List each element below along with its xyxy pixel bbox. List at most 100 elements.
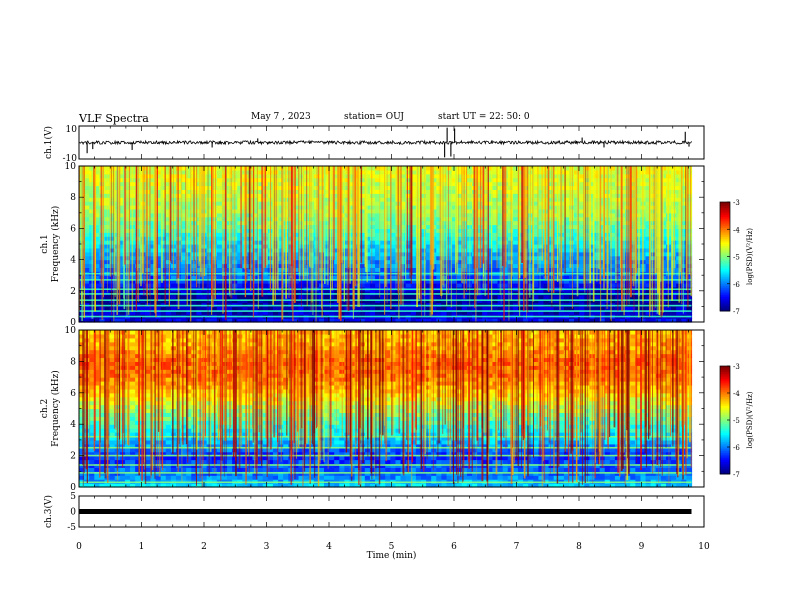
spectrogram-cell (109, 224, 116, 229)
spectrogram-cell (313, 232, 320, 237)
spectrogram-cell (303, 306, 310, 311)
spectrogram-cell (237, 255, 243, 261)
spectrogram-cell (170, 283, 177, 288)
spectrogram-cell (385, 236, 391, 241)
spectrogram-cell (324, 259, 330, 265)
spectrogram-cell (385, 283, 391, 288)
spectrogram-cell (221, 224, 228, 229)
spectrogram-cell (104, 228, 111, 233)
spectrogram-cell (221, 208, 228, 214)
spectrogram-cell (84, 212, 90, 218)
spectrogram-cell (451, 201, 458, 206)
spectrogram-cell (426, 236, 432, 241)
spectrogram-cell (257, 166, 264, 171)
spectrogram-cell (99, 201, 106, 206)
spectrogram-cell (257, 201, 264, 206)
spectrogram-cell (257, 255, 264, 261)
spectrogram-cell (145, 177, 152, 183)
spectrogram-cell (293, 283, 300, 288)
spectrogram-cell (364, 310, 371, 315)
spectrogram-cell (135, 275, 141, 280)
spectrogram-cell (369, 255, 376, 261)
spectrogram-cell (507, 193, 514, 198)
spectrogram-cell (390, 283, 397, 288)
spectrogram-cell (344, 283, 351, 288)
spectrogram-cell (135, 263, 141, 268)
spectrogram-cell (150, 318, 157, 323)
spectrogram-cell (206, 205, 213, 210)
spectrogram-cell (410, 263, 417, 268)
spectrogram-cell (482, 279, 488, 284)
spectrogram-cell (109, 201, 116, 206)
spectrogram-cell (313, 193, 320, 198)
spectrogram-cell (109, 212, 116, 218)
spectrogram-cell (165, 216, 172, 222)
spectrogram-cell (349, 247, 356, 253)
spectrogram-cell (206, 181, 213, 187)
spectrogram-cell (221, 173, 228, 179)
spectrogram-cell (181, 302, 187, 307)
spectrogram-cell (385, 294, 391, 300)
spectrogram-stripe (587, 166, 589, 308)
spectrogram-cell (84, 302, 90, 307)
spectrogram-cell (308, 283, 315, 288)
spectrogram-cell (119, 306, 126, 311)
spectrogram-cell (349, 201, 356, 206)
spectrogram-cell (390, 181, 397, 187)
spectrogram-cell (293, 236, 300, 241)
spectrogram-cell (232, 255, 238, 261)
spectrogram-cell (410, 197, 417, 202)
spectrogram-cell (456, 294, 463, 300)
spectrogram-cell (227, 228, 233, 233)
spectrogram-cell (124, 185, 131, 190)
spectrogram-cell (124, 279, 131, 284)
spectrogram-cell (181, 169, 187, 175)
spectrogram-cell (492, 318, 499, 323)
spectrogram-cell (482, 236, 488, 241)
spectrogram-cell (446, 185, 453, 190)
spectrogram-cell (420, 275, 427, 280)
spectrogram-cell (237, 263, 243, 268)
spectrogram-cell (415, 283, 422, 288)
spectrogram-cell (94, 220, 101, 226)
spectrogram-cell (308, 181, 315, 187)
spectrogram-cell (119, 247, 126, 253)
spectrogram-cell (232, 197, 238, 202)
spectrogram-cell (227, 181, 233, 187)
spectrogram-cell (466, 185, 473, 190)
spectrogram-cell (380, 275, 386, 280)
spectrogram-band (79, 315, 692, 318)
spectrogram-cell (196, 259, 203, 265)
spectrogram-stripe (484, 166, 486, 297)
spectrogram-cell (420, 290, 427, 296)
spectrogram-cell (293, 173, 300, 179)
spectrogram-cell (267, 294, 274, 300)
spectrogram-cell (119, 251, 126, 257)
spectrogram-cell (456, 216, 463, 222)
spectrogram-cell (252, 208, 259, 214)
spectrogram-cell (405, 310, 412, 315)
spectrogram-cell (324, 263, 330, 268)
spectrogram-cell (451, 318, 458, 323)
spectrogram-cell (293, 318, 300, 323)
spectrogram-cell (227, 244, 233, 249)
spectrogram-cell (385, 181, 391, 187)
spectrogram-cell (405, 189, 412, 194)
spectrogram-cell (517, 255, 524, 261)
spectrogram-cell (211, 212, 218, 218)
spectrogram-cell (186, 216, 192, 222)
spectrogram-cell (344, 205, 351, 210)
spectrogram-cell (420, 255, 427, 261)
spectrogram-cell (446, 216, 453, 222)
spectrogram-cell (359, 251, 366, 257)
spectrogram-cell (441, 306, 448, 311)
spectrogram-cell (206, 255, 213, 261)
spectrogram-cell (446, 318, 453, 323)
spectrogram-cell (206, 189, 213, 194)
spectrogram-cell (104, 259, 111, 265)
spectrogram-cell (380, 279, 386, 284)
spectrogram-cell (109, 294, 116, 300)
spectrogram-cell (124, 169, 131, 175)
spectrogram-cell (349, 306, 356, 311)
spectrogram-cell (390, 193, 397, 198)
